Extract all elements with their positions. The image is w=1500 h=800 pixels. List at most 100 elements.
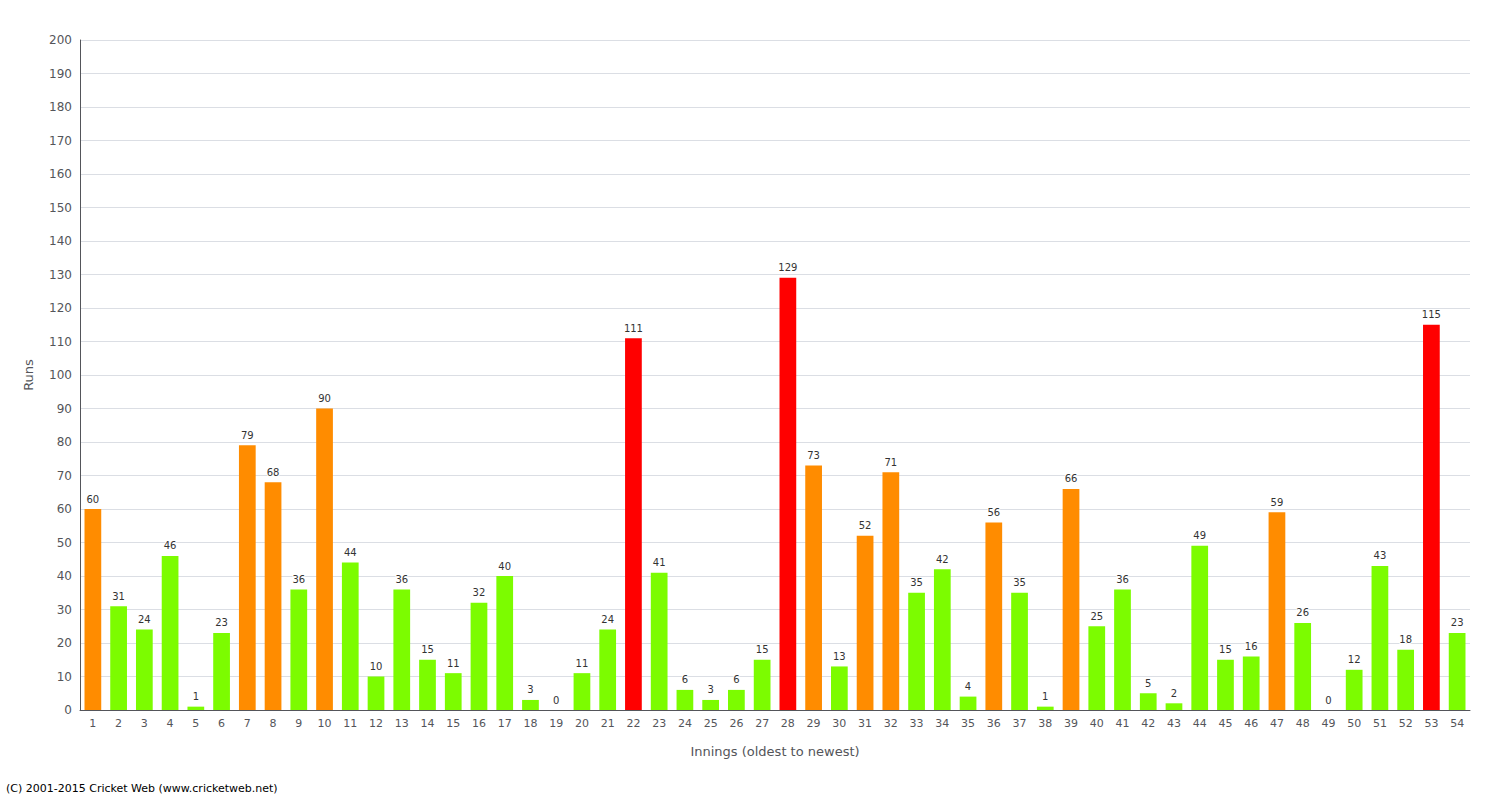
svg-text:5: 5 xyxy=(192,717,199,730)
svg-text:40: 40 xyxy=(57,569,72,583)
svg-text:30: 30 xyxy=(832,717,846,730)
svg-text:35: 35 xyxy=(1013,577,1026,588)
svg-text:Runs: Runs xyxy=(21,359,36,391)
svg-text:10: 10 xyxy=(318,717,332,730)
svg-text:31: 31 xyxy=(858,717,872,730)
svg-text:6: 6 xyxy=(682,674,688,685)
svg-text:45: 45 xyxy=(1218,717,1232,730)
svg-text:11: 11 xyxy=(447,658,460,669)
svg-text:130: 130 xyxy=(49,268,72,282)
svg-text:1: 1 xyxy=(1042,691,1048,702)
svg-text:28: 28 xyxy=(781,717,795,730)
svg-text:180: 180 xyxy=(49,100,72,114)
svg-text:15: 15 xyxy=(756,644,769,655)
svg-text:43: 43 xyxy=(1167,717,1181,730)
svg-text:24: 24 xyxy=(601,614,614,625)
svg-text:50: 50 xyxy=(57,536,72,550)
svg-text:23: 23 xyxy=(652,717,666,730)
svg-text:0: 0 xyxy=(553,695,559,706)
svg-text:14: 14 xyxy=(421,717,435,730)
svg-text:70: 70 xyxy=(57,469,72,483)
svg-text:18: 18 xyxy=(523,717,537,730)
svg-text:47: 47 xyxy=(1270,717,1284,730)
svg-text:36: 36 xyxy=(395,574,408,585)
svg-text:90: 90 xyxy=(57,402,72,416)
svg-text:33: 33 xyxy=(910,717,924,730)
svg-text:42: 42 xyxy=(1141,717,1155,730)
svg-text:29: 29 xyxy=(807,717,821,730)
svg-text:9: 9 xyxy=(295,717,302,730)
svg-text:150: 150 xyxy=(49,201,72,215)
svg-text:50: 50 xyxy=(1347,717,1361,730)
svg-text:17: 17 xyxy=(498,717,512,730)
svg-text:52: 52 xyxy=(859,520,872,531)
svg-text:44: 44 xyxy=(1193,717,1207,730)
svg-text:49: 49 xyxy=(1193,530,1206,541)
svg-text:46: 46 xyxy=(1244,717,1258,730)
svg-text:27: 27 xyxy=(755,717,769,730)
svg-text:56: 56 xyxy=(987,507,1000,518)
svg-text:30: 30 xyxy=(57,603,72,617)
svg-text:41: 41 xyxy=(653,557,666,568)
svg-text:37: 37 xyxy=(1013,717,1027,730)
svg-text:7: 7 xyxy=(244,717,251,730)
svg-text:51: 51 xyxy=(1373,717,1387,730)
svg-text:16: 16 xyxy=(472,717,486,730)
svg-text:79: 79 xyxy=(241,430,254,441)
svg-text:8: 8 xyxy=(270,717,277,730)
svg-text:160: 160 xyxy=(49,167,72,181)
svg-text:22: 22 xyxy=(626,717,640,730)
svg-text:120: 120 xyxy=(49,301,72,315)
svg-text:100: 100 xyxy=(49,368,72,382)
svg-text:52: 52 xyxy=(1399,717,1413,730)
svg-text:13: 13 xyxy=(395,717,409,730)
svg-text:23: 23 xyxy=(215,617,228,628)
svg-text:15: 15 xyxy=(1219,644,1232,655)
svg-text:10: 10 xyxy=(57,670,72,684)
svg-text:13: 13 xyxy=(833,651,846,662)
svg-text:15: 15 xyxy=(421,644,434,655)
svg-text:4: 4 xyxy=(167,717,174,730)
svg-text:38: 38 xyxy=(1038,717,1052,730)
svg-text:11: 11 xyxy=(576,658,589,669)
svg-text:15: 15 xyxy=(446,717,460,730)
svg-text:73: 73 xyxy=(807,450,820,461)
svg-text:60: 60 xyxy=(57,502,72,516)
svg-text:43: 43 xyxy=(1374,550,1387,561)
svg-text:90: 90 xyxy=(318,393,331,404)
svg-text:42: 42 xyxy=(936,554,949,565)
svg-text:129: 129 xyxy=(778,262,797,273)
svg-text:40: 40 xyxy=(498,561,511,572)
svg-text:0: 0 xyxy=(1325,695,1331,706)
svg-text:1: 1 xyxy=(193,691,199,702)
svg-text:10: 10 xyxy=(370,661,383,672)
svg-text:110: 110 xyxy=(49,335,72,349)
svg-text:35: 35 xyxy=(961,717,975,730)
svg-text:24: 24 xyxy=(678,717,692,730)
svg-text:32: 32 xyxy=(884,717,898,730)
svg-text:115: 115 xyxy=(1422,309,1441,320)
svg-text:41: 41 xyxy=(1116,717,1130,730)
svg-text:49: 49 xyxy=(1321,717,1335,730)
svg-text:59: 59 xyxy=(1271,497,1284,508)
svg-text:66: 66 xyxy=(1065,473,1078,484)
svg-text:170: 170 xyxy=(49,134,72,148)
svg-text:48: 48 xyxy=(1296,717,1310,730)
svg-text:54: 54 xyxy=(1450,717,1464,730)
svg-text:140: 140 xyxy=(49,234,72,248)
svg-text:2: 2 xyxy=(115,717,122,730)
svg-text:200: 200 xyxy=(49,33,72,47)
svg-text:190: 190 xyxy=(49,67,72,81)
svg-text:0: 0 xyxy=(64,703,72,717)
svg-text:80: 80 xyxy=(57,435,72,449)
svg-text:6: 6 xyxy=(218,717,225,730)
svg-text:5: 5 xyxy=(1145,678,1151,689)
svg-text:36: 36 xyxy=(987,717,1001,730)
svg-text:18: 18 xyxy=(1399,634,1412,645)
svg-text:68: 68 xyxy=(267,467,280,478)
svg-text:23: 23 xyxy=(1451,617,1464,628)
svg-text:3: 3 xyxy=(141,717,148,730)
svg-text:Innings (oldest to newest): Innings (oldest to newest) xyxy=(690,744,859,759)
svg-text:60: 60 xyxy=(87,494,100,505)
svg-text:24: 24 xyxy=(138,614,151,625)
